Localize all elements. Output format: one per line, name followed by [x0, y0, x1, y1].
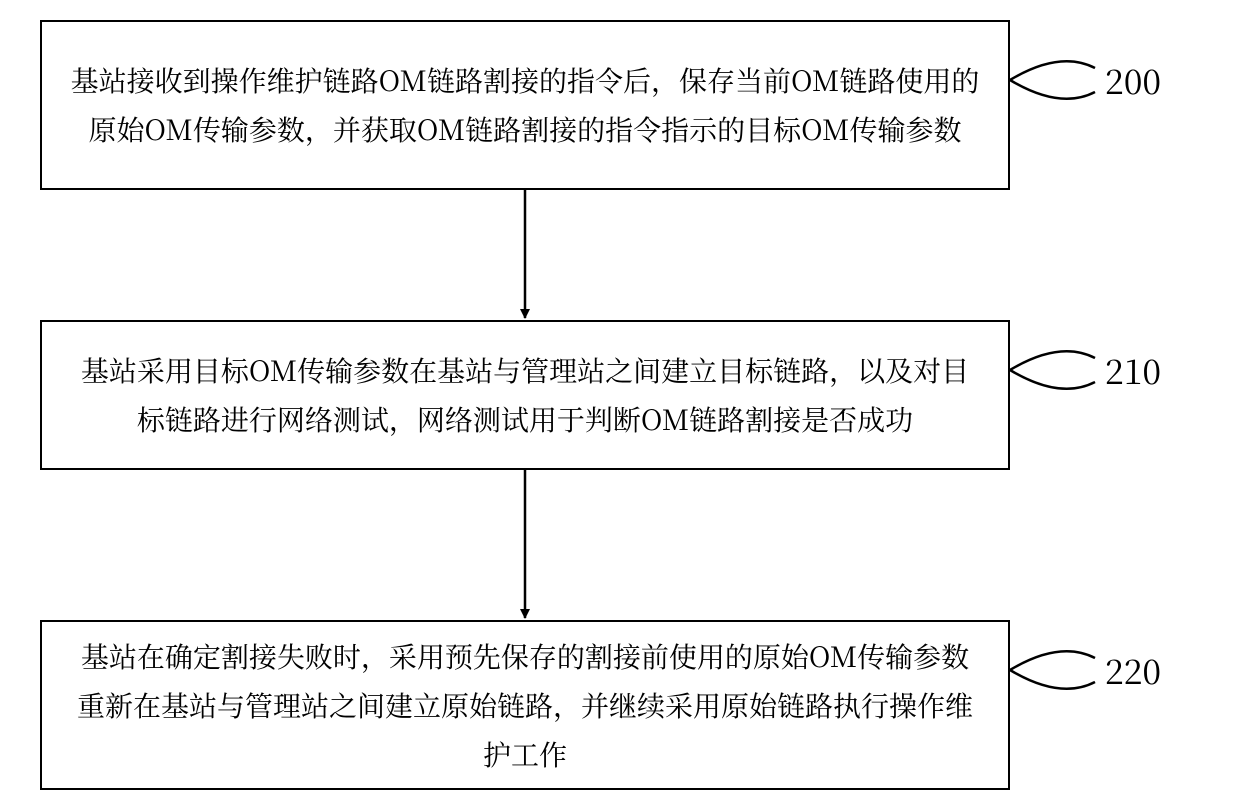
label-connector-n210	[1010, 351, 1095, 389]
label-connector-n220	[1010, 651, 1095, 689]
flow-label-200: 200	[1105, 55, 1161, 104]
flow-node-210: 基站采用目标OM传输参数在基站与管理站之间建立目标链路，以及对目标链路进行网络测…	[40, 320, 1010, 470]
flow-node-200-text: 基站接收到操作维护链路OM链路割接的指令后，保存当前OM链路使用的原始OM传输参…	[70, 56, 980, 154]
flow-node-210-text: 基站采用目标OM传输参数在基站与管理站之间建立目标链路，以及对目标链路进行网络测…	[70, 346, 980, 444]
flowchart-canvas: 基站接收到操作维护链路OM链路割接的指令后，保存当前OM链路使用的原始OM传输参…	[0, 0, 1240, 812]
label-connector-n200	[1010, 61, 1095, 99]
flow-node-220: 基站在确定割接失败时，采用预先保存的割接前使用的原始OM传输参数重新在基站与管理…	[40, 620, 1010, 790]
flow-node-220-text: 基站在确定割接失败时，采用预先保存的割接前使用的原始OM传输参数重新在基站与管理…	[70, 632, 980, 779]
flow-node-200: 基站接收到操作维护链路OM链路割接的指令后，保存当前OM链路使用的原始OM传输参…	[40, 20, 1010, 190]
flow-label-220: 220	[1105, 645, 1161, 694]
flow-label-210: 210	[1105, 345, 1161, 394]
